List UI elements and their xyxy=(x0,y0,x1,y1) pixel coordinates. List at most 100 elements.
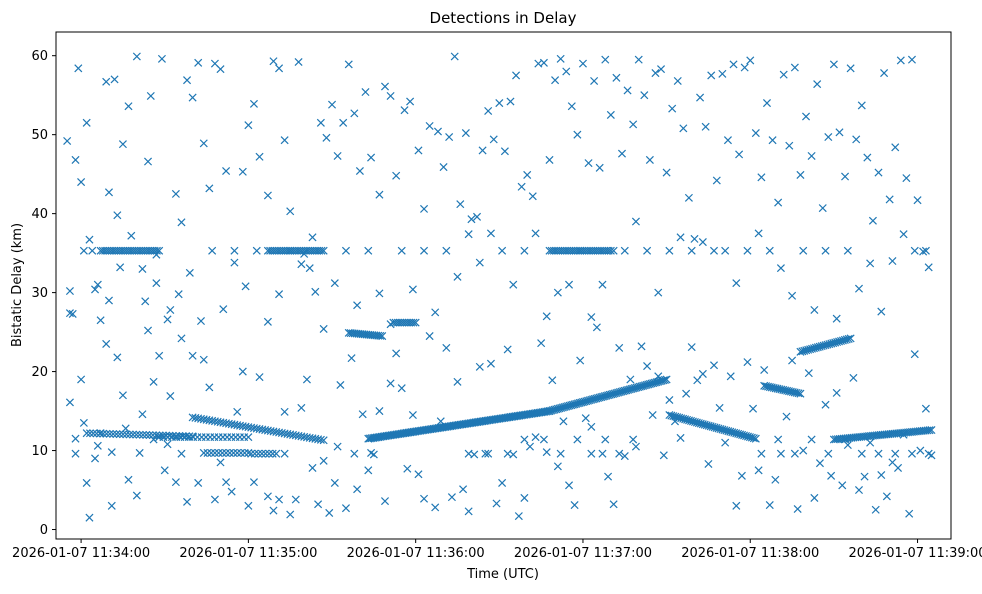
data-point xyxy=(171,478,180,487)
data-point xyxy=(222,166,231,176)
data-point xyxy=(319,324,328,333)
data-point xyxy=(464,507,473,516)
data-point xyxy=(425,121,434,131)
data-point xyxy=(584,159,593,168)
data-point xyxy=(254,449,263,458)
data-point xyxy=(297,403,306,412)
data-point xyxy=(177,334,186,343)
data-point xyxy=(375,289,384,298)
data-point xyxy=(629,435,638,444)
data-point xyxy=(478,146,487,155)
data-point xyxy=(291,495,300,504)
data-point xyxy=(308,233,317,242)
data-point xyxy=(832,314,841,323)
data-point xyxy=(411,318,420,327)
data-point xyxy=(328,100,337,109)
data-point xyxy=(894,463,903,472)
data-point xyxy=(899,230,908,239)
data-point xyxy=(233,407,242,416)
data-point xyxy=(620,246,629,255)
data-point xyxy=(77,178,86,187)
data-point xyxy=(163,315,172,324)
data-point xyxy=(643,362,652,371)
data-point xyxy=(89,429,98,438)
data-point xyxy=(838,481,847,490)
data-point xyxy=(782,412,791,421)
data-point xyxy=(238,367,247,376)
data-point xyxy=(774,435,783,444)
data-point xyxy=(707,71,716,80)
data-point xyxy=(238,167,247,176)
data-point xyxy=(314,500,323,509)
data-point xyxy=(757,173,766,182)
data-point xyxy=(899,430,908,439)
data-point xyxy=(481,449,490,458)
y-tick-label: 40 xyxy=(31,207,48,222)
data-point xyxy=(280,449,289,458)
data-point xyxy=(843,246,852,255)
data-point xyxy=(472,212,482,221)
data-point xyxy=(857,449,866,458)
data-point xyxy=(913,196,922,205)
data-point xyxy=(286,246,295,255)
data-point xyxy=(553,288,562,297)
data-point xyxy=(587,313,596,322)
data-point xyxy=(105,429,114,438)
data-point xyxy=(514,512,523,521)
data-point xyxy=(174,290,183,299)
x-tick-label: 2026-01-07 11:38:00 xyxy=(681,546,819,561)
data-point xyxy=(118,391,127,400)
data-point xyxy=(774,198,783,207)
data-point xyxy=(280,407,289,416)
data-point xyxy=(539,435,548,444)
data-point xyxy=(319,246,328,255)
data-point xyxy=(113,211,122,220)
data-point xyxy=(257,449,266,458)
data-point xyxy=(397,246,406,255)
data-point xyxy=(112,430,121,439)
data-point xyxy=(726,372,735,381)
data-point xyxy=(643,246,652,255)
data-point xyxy=(537,339,546,348)
data-point xyxy=(531,229,540,238)
data-point xyxy=(729,60,738,69)
y-tick-label: 30 xyxy=(31,286,48,301)
data-point xyxy=(355,166,364,176)
y-axis-label: Bistatic Delay (km) xyxy=(10,223,25,347)
data-point xyxy=(617,149,627,158)
y-tick-label: 20 xyxy=(31,365,48,380)
data-point xyxy=(788,356,797,365)
data-point xyxy=(166,305,175,315)
data-point xyxy=(316,435,325,444)
data-point xyxy=(132,52,141,61)
data-point xyxy=(907,449,916,458)
data-point xyxy=(824,133,833,142)
data-point xyxy=(896,56,905,65)
data-point xyxy=(598,449,607,458)
data-point xyxy=(835,128,844,137)
x-axis-label: Time (UTC) xyxy=(466,567,539,582)
data-point xyxy=(751,434,760,443)
data-point xyxy=(341,504,350,513)
data-point xyxy=(91,454,100,463)
data-point xyxy=(489,135,498,144)
data-point xyxy=(386,379,395,388)
data-point xyxy=(166,392,175,401)
data-point xyxy=(110,75,119,84)
data-point xyxy=(587,449,596,458)
data-point xyxy=(82,429,91,438)
data-point xyxy=(208,246,217,255)
data-point xyxy=(263,317,272,326)
data-point xyxy=(138,264,147,273)
data-point xyxy=(141,297,150,306)
data-point xyxy=(142,430,151,439)
data-point xyxy=(801,112,811,121)
data-point xyxy=(640,91,649,100)
data-point xyxy=(325,508,334,517)
data-point xyxy=(344,60,353,69)
data-point xyxy=(93,280,102,289)
data-point xyxy=(921,246,930,255)
data-point xyxy=(88,246,97,255)
data-point xyxy=(380,497,390,506)
data-point xyxy=(322,133,331,142)
